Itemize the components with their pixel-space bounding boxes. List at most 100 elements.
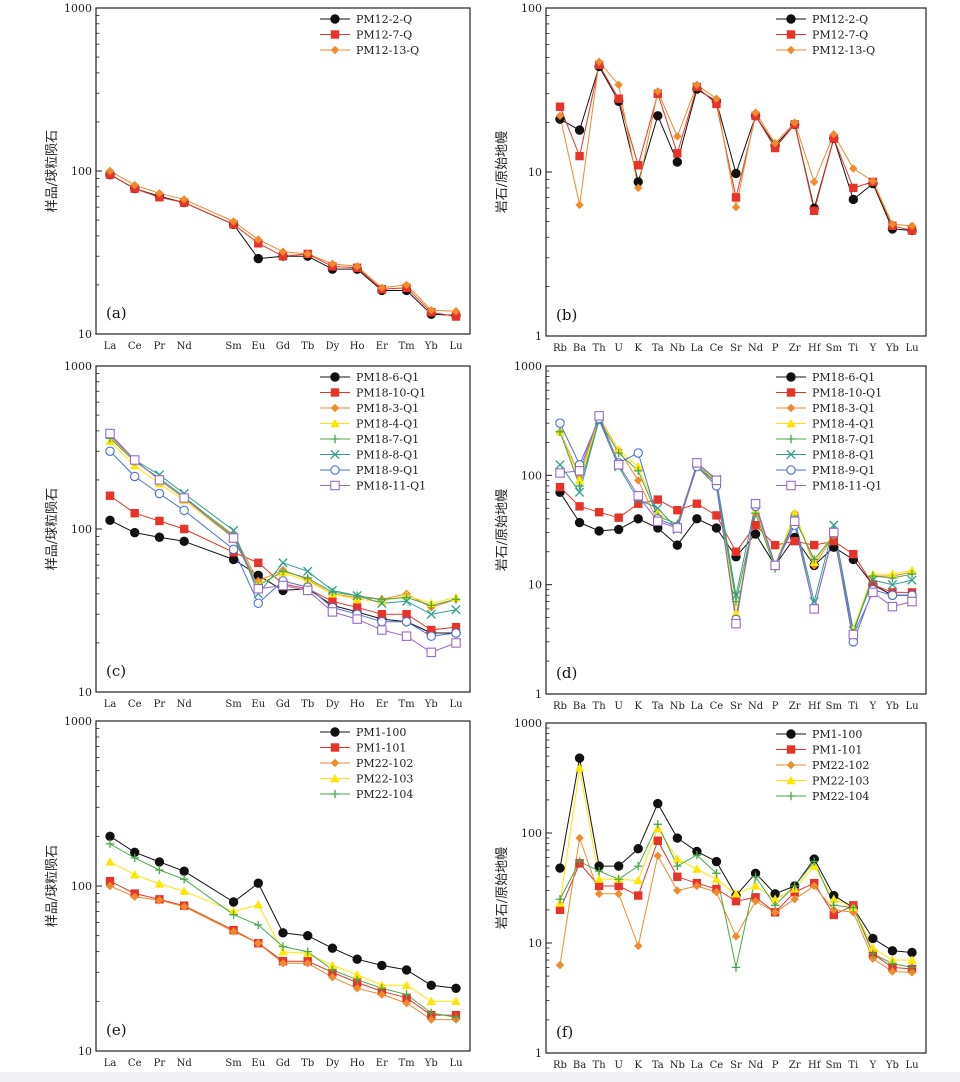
x-tick-label: Tb xyxy=(301,341,314,352)
data-point xyxy=(594,508,604,517)
x-tick-label: Rb xyxy=(553,1060,567,1071)
data-point xyxy=(613,861,624,871)
legend-marker xyxy=(330,480,340,491)
data-point xyxy=(829,905,838,915)
x-tick-label: Yb xyxy=(424,1058,438,1069)
data-point xyxy=(731,193,741,202)
data-point xyxy=(594,866,604,876)
legend-label: PM12-2-Q xyxy=(356,13,412,26)
data-point xyxy=(731,590,741,600)
legend-marker xyxy=(786,45,796,55)
data-point xyxy=(352,984,362,993)
y-tick-label: 10 xyxy=(528,937,542,950)
y-tick-label: 10 xyxy=(78,686,92,699)
y-tick-label: 1000 xyxy=(64,2,92,15)
x-tick-label: Nd xyxy=(177,699,193,710)
legend-label: PM22-103 xyxy=(356,773,413,786)
data-point xyxy=(673,132,682,141)
legend-label: PM22-102 xyxy=(356,757,413,770)
legend-label: PM12-7-Q xyxy=(812,29,868,42)
data-point xyxy=(303,566,313,576)
y-tick-label: 100 xyxy=(71,880,92,893)
legend-marker xyxy=(786,729,796,739)
data-point xyxy=(594,411,604,421)
data-point xyxy=(673,872,682,881)
data-point xyxy=(555,468,565,478)
y-axis-label: 岩石/原始地幔 xyxy=(495,847,510,929)
legend-marker xyxy=(786,372,796,382)
y-tick-label: 1000 xyxy=(64,360,92,373)
data-point xyxy=(555,418,565,428)
x-tick-label: Yb xyxy=(885,1060,899,1071)
data-point xyxy=(614,881,623,891)
data-point xyxy=(712,511,721,520)
data-point xyxy=(130,527,140,538)
data-point xyxy=(692,458,702,468)
data-point xyxy=(427,1015,436,1024)
x-tick-label: La xyxy=(691,701,704,712)
x-tick-label: Sm xyxy=(225,699,242,710)
x-tick-label: K xyxy=(634,343,642,354)
y-tick-label: 1 xyxy=(535,688,542,701)
x-tick-label: Sm xyxy=(826,701,843,712)
data-point xyxy=(303,573,312,583)
data-point xyxy=(328,259,337,268)
x-tick-label: Pr xyxy=(154,341,166,352)
data-point xyxy=(179,886,189,895)
legend-label: PM12-13-Q xyxy=(356,44,419,57)
data-point xyxy=(179,493,189,503)
x-tick-label: Tm xyxy=(398,699,415,710)
y-axis-label: 岩石/原始地幔 xyxy=(495,489,510,571)
x-tick-label: Dy xyxy=(326,341,340,352)
x-tick-label: Nb xyxy=(670,701,685,712)
data-point xyxy=(377,960,387,971)
data-point xyxy=(105,881,115,891)
legend-marker xyxy=(786,403,796,413)
plot-frame xyxy=(545,365,927,695)
data-point xyxy=(105,876,115,886)
data-point xyxy=(633,461,643,471)
x-tick-label: Rb xyxy=(553,701,567,712)
legend-label: PM18-9-Q1 xyxy=(356,464,419,477)
data-point xyxy=(907,221,917,230)
x-tick-label: Lu xyxy=(905,1060,919,1071)
data-point xyxy=(711,874,722,883)
y-tick-label: 100 xyxy=(521,469,542,482)
data-point xyxy=(155,896,164,905)
data-point xyxy=(634,476,643,485)
data-point xyxy=(328,965,337,975)
data-point xyxy=(303,959,312,968)
x-tick-label: Lu xyxy=(449,341,463,352)
data-point xyxy=(253,253,263,264)
series-line xyxy=(109,861,456,1002)
data-point xyxy=(907,575,917,585)
legend-marker xyxy=(786,14,796,24)
data-point xyxy=(633,448,643,458)
x-tick-label: Ho xyxy=(350,341,365,352)
x-tick-label: Zr xyxy=(789,343,801,354)
data-point xyxy=(155,516,164,526)
data-point xyxy=(278,928,288,938)
data-point xyxy=(328,973,337,982)
x-tick-label: Gd xyxy=(276,341,291,352)
x-tick-label: Ta xyxy=(652,343,664,354)
data-point xyxy=(907,226,917,235)
legend-marker xyxy=(330,449,340,460)
data-point xyxy=(594,526,604,536)
data-point xyxy=(327,607,338,617)
legend-marker xyxy=(330,789,340,799)
data-point xyxy=(278,942,288,951)
legend-marker xyxy=(330,773,340,783)
legend-marker xyxy=(786,418,796,428)
data-point xyxy=(377,625,387,635)
data-point xyxy=(887,601,898,612)
x-tick-label: Ba xyxy=(573,1060,586,1071)
data-point xyxy=(451,628,461,638)
x-tick-label: Pr xyxy=(154,699,166,710)
data-point xyxy=(731,547,741,556)
data-point xyxy=(634,941,643,951)
data-point xyxy=(614,889,623,899)
data-point xyxy=(829,901,838,910)
data-point xyxy=(789,516,800,527)
data-point xyxy=(907,963,917,972)
